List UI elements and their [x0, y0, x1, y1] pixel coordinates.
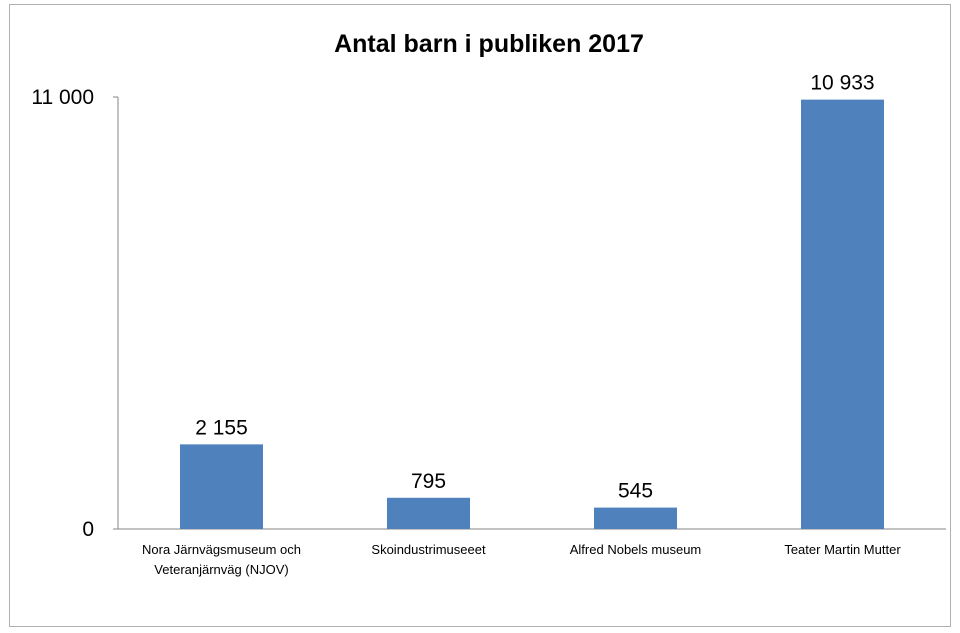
x-tick-label-line: Teater Martin Mutter	[784, 542, 901, 557]
data-labels: 2 155 795 545 10 933	[195, 72, 874, 503]
x-tick-label-line: Nora Järnvägsmuseum och	[142, 542, 301, 557]
x-tick-label: Nora Järnvägsmuseum och Veteranjärnväg (N…	[142, 542, 301, 577]
x-tick-labels: Nora Järnvägsmuseum och Veteranjärnväg (N…	[142, 542, 901, 577]
bars	[180, 99, 884, 529]
y-tick-labels: 0 11 000	[31, 86, 118, 541]
x-tick-label: Teater Martin Mutter	[784, 542, 901, 557]
bar	[180, 444, 263, 529]
data-label: 10 933	[810, 72, 874, 95]
x-tick-label-line: Veteranjärnväg (NJOV)	[154, 562, 288, 577]
x-tick-label-line: Skoindustrimuseeet	[371, 542, 486, 557]
chart-frame	[9, 4, 951, 627]
data-label: 2 155	[195, 416, 248, 439]
bar	[801, 99, 884, 529]
x-tick-label-line: Alfred Nobels museum	[570, 542, 702, 557]
data-label: 795	[411, 470, 446, 493]
x-tick-label: Skoindustrimuseeet	[371, 542, 486, 557]
bar	[387, 497, 470, 529]
chart-title: Antal barn i publiken 2017	[334, 30, 644, 58]
y-tick-label: 11 000	[31, 86, 94, 109]
data-label: 545	[618, 480, 653, 503]
x-tick-label: Alfred Nobels museum	[570, 542, 702, 557]
y-tick-label: 0	[82, 518, 94, 541]
bar	[594, 507, 677, 529]
